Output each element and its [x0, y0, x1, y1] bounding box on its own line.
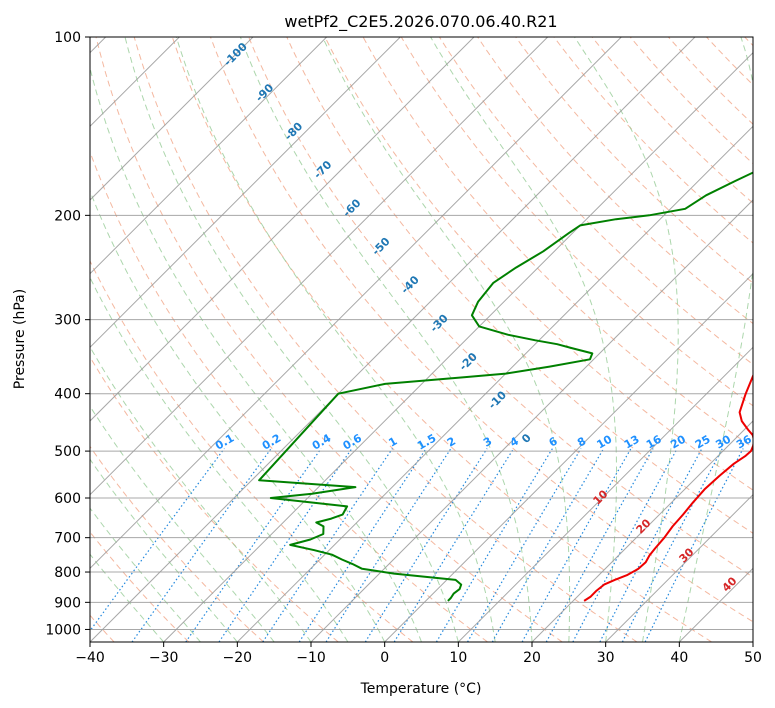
plot-frame	[89, 36, 754, 643]
x-tick-label: 30	[597, 650, 615, 666]
x-tick-label: 10	[449, 650, 467, 666]
moist-adiabat-line	[90, 189, 386, 642]
moist-adiabat-line	[678, 37, 753, 642]
dry-adiabat-line	[90, 445, 264, 642]
x-tick-label: −10	[296, 650, 326, 666]
isotherm-line	[90, 37, 475, 422]
isotherm-line	[90, 37, 328, 275]
mixing-ratio-line	[185, 448, 322, 642]
y-tick-label: 700	[54, 531, 81, 547]
isotherm-line	[90, 37, 696, 642]
temperature-profile-line	[583, 373, 753, 602]
x-tick-label: −40	[75, 650, 105, 666]
y-tick-label: 400	[54, 387, 81, 403]
mixing-ratio-line	[90, 448, 225, 632]
dry-adiabat-line	[90, 356, 339, 642]
moist-adiabat-line	[175, 37, 496, 642]
dewpoint-profile-line	[258, 171, 753, 602]
moist-adiabat-line	[90, 405, 275, 642]
mixing-ratio-line	[262, 448, 393, 642]
isotherm-line	[384, 272, 753, 642]
dry-adiabat-line	[90, 259, 414, 642]
isotherm-line	[457, 346, 753, 642]
y-axis-label: Pressure (hPa)	[12, 289, 28, 389]
x-tick-label: −30	[149, 650, 179, 666]
chart-title: wetPf2_C2E5.2026.070.06.40.R21	[284, 12, 557, 32]
isotherm-line	[163, 51, 753, 642]
dry-adiabat-line	[133, 37, 638, 642]
mixing-ratio-line	[621, 448, 723, 642]
mixing-ratio-label: 36	[734, 432, 754, 451]
y-tick-label: 1000	[45, 622, 81, 638]
y-tick-label: 600	[54, 491, 81, 507]
moist-adiabat-line	[239, 37, 533, 642]
y-tick-label: 500	[54, 444, 81, 460]
mixing-ratio-line	[131, 448, 272, 642]
dry-adiabat-line	[171, 37, 712, 642]
isotherm-line	[90, 37, 254, 201]
sounding-series	[258, 171, 753, 602]
moist-adiabat-line	[90, 507, 201, 642]
dry-adiabat-line	[324, 37, 753, 491]
dry-adiabat-line	[515, 37, 753, 284]
moist-adiabat-line	[90, 553, 165, 642]
dry-adiabat-line	[95, 37, 563, 642]
axes: −40 −30 −20 −10 0 10 20 30 40 50 100 200 300 400 500 60…	[45, 30, 762, 666]
dry-adiabat-line	[210, 37, 753, 623]
x-axis-label: Temperature (°C)	[360, 681, 482, 697]
mixing-ratio-line	[572, 448, 678, 642]
x-tick-label: −20	[223, 650, 253, 666]
mixing-ratio-line	[325, 448, 452, 642]
mixing-ratio-line	[466, 448, 582, 642]
moist-adiabat-line	[90, 65, 422, 642]
moist-adiabat-line	[124, 37, 459, 642]
x-tick-label: 40	[670, 650, 688, 666]
dry-adiabat-line	[286, 37, 753, 534]
y-tick-label: 200	[54, 208, 81, 224]
x-tick-label: 20	[523, 650, 541, 666]
isotherm-line	[605, 493, 753, 642]
mixing-ratio-line	[393, 448, 515, 642]
x-tick-label: 0	[380, 650, 389, 666]
y-tick-label: 300	[54, 313, 81, 329]
dry-adiabat-line	[248, 37, 753, 578]
mixing-ratio-line	[298, 448, 427, 642]
mixing-ratio-line	[491, 448, 605, 642]
isotherm-line	[236, 125, 753, 642]
isotherm-line	[90, 37, 622, 570]
y-tick-label: 900	[54, 595, 81, 611]
moist-adiabat-line	[90, 458, 238, 642]
diagram-reference-lines	[90, 37, 753, 642]
isotherm-line	[90, 37, 549, 496]
mixing-ratio-line	[364, 448, 488, 642]
mixing-ratio-line	[599, 448, 703, 642]
y-tick-label: 100	[54, 30, 81, 46]
moist-adiabat-line	[574, 37, 679, 642]
y-tick-label: 800	[54, 565, 81, 581]
isotherm-line	[90, 37, 401, 349]
isotherm-line	[531, 420, 753, 642]
moist-adiabat-line	[322, 37, 571, 642]
moist-adiabat-line	[90, 276, 349, 642]
moist-adiabat-line	[430, 37, 617, 642]
x-tick-label: 50	[744, 650, 762, 666]
isotherm-line	[310, 199, 753, 642]
